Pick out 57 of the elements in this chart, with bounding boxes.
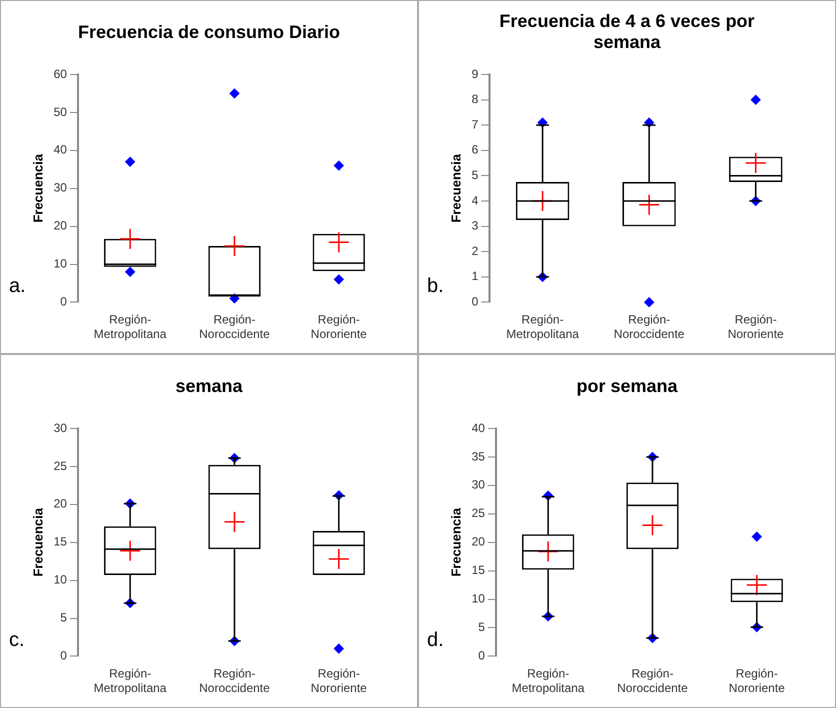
- y-tick-label: 20: [54, 218, 68, 233]
- text: b.: [427, 275, 444, 298]
- x-tick-label: Región-Nororiente: [310, 312, 368, 342]
- y-tick-label: 6: [472, 142, 479, 157]
- y-tick-label: 30: [472, 478, 486, 492]
- y-tick-label: 9: [472, 66, 479, 81]
- x-tick-label: Región-Nororiente: [728, 666, 786, 696]
- y-tick-label: 0: [60, 294, 68, 309]
- x-tick-label: Región-Noroccidente: [199, 666, 270, 696]
- y-tick-label: 2: [472, 244, 479, 258]
- x-tick-label: Región-Metropolitana: [506, 312, 580, 342]
- y-tick-label: 0: [472, 294, 479, 309]
- x-tick-label: Región-Nororiente: [728, 312, 784, 342]
- y-tick-label: 40: [54, 142, 68, 157]
- y-tick-label: 25: [54, 458, 68, 473]
- y-tick-label: 10: [54, 572, 68, 587]
- y-tick-label: 0: [478, 648, 486, 663]
- y-tick-label: 60: [54, 66, 68, 81]
- y-tick-label: 25: [472, 506, 486, 520]
- x-tick-label: Región-Noroccidente: [199, 312, 270, 342]
- y-axis-title: Frecuencia: [30, 507, 46, 577]
- x-tick-label: Región-Noroccidente: [614, 312, 685, 342]
- y-tick-label: 5: [60, 610, 68, 625]
- y-tick-label: 7: [472, 117, 479, 132]
- y-axis-title: Frecuencia: [448, 507, 464, 577]
- x-tick-label: Región-Noroccidente: [617, 666, 688, 696]
- y-tick-label: 15: [472, 563, 486, 578]
- y-tick-label: 8: [472, 92, 479, 106]
- text: c.: [9, 629, 25, 652]
- x-tick-label: Región-Metropolitana: [94, 666, 167, 696]
- y-tick-label: 4: [472, 193, 479, 208]
- text: a.: [9, 275, 26, 298]
- text: d.: [427, 629, 444, 652]
- x-tick-label: Región-Metropolitana: [512, 666, 585, 696]
- x-tick-label: Región-Metropolitana: [94, 312, 167, 342]
- y-tick-label: 35: [472, 449, 486, 464]
- y-tick-label: 10: [54, 256, 68, 271]
- chart-title: Frecuencia de 4 a 6 veces por semana: [498, 10, 756, 54]
- x-tick-label: Región-Nororiente: [310, 666, 368, 696]
- y-tick-label: 15: [54, 534, 68, 549]
- y-axis-title: Frecuencia: [448, 153, 464, 223]
- y-tick-label: 0: [60, 648, 68, 663]
- y-tick-label: 5: [472, 168, 479, 182]
- y-tick-label: 40: [472, 420, 486, 435]
- y-tick-label: 3: [472, 218, 479, 233]
- y-tick-label: 50: [54, 104, 68, 119]
- y-tick-label: 30: [54, 180, 68, 195]
- y-tick-label: 20: [54, 496, 68, 511]
- y-tick-label: 20: [472, 534, 486, 549]
- y-tick-label: 1: [472, 269, 479, 284]
- y-tick-label: 5: [478, 620, 486, 634]
- chart-title: semana: [174, 374, 244, 398]
- y-tick-label: 30: [54, 420, 68, 435]
- y-tick-label: 10: [472, 592, 486, 606]
- chart-title: por semana: [575, 374, 679, 398]
- y-axis-title: Frecuencia: [30, 153, 46, 223]
- chart-title: Frecuencia de consumo Diario: [76, 20, 342, 44]
